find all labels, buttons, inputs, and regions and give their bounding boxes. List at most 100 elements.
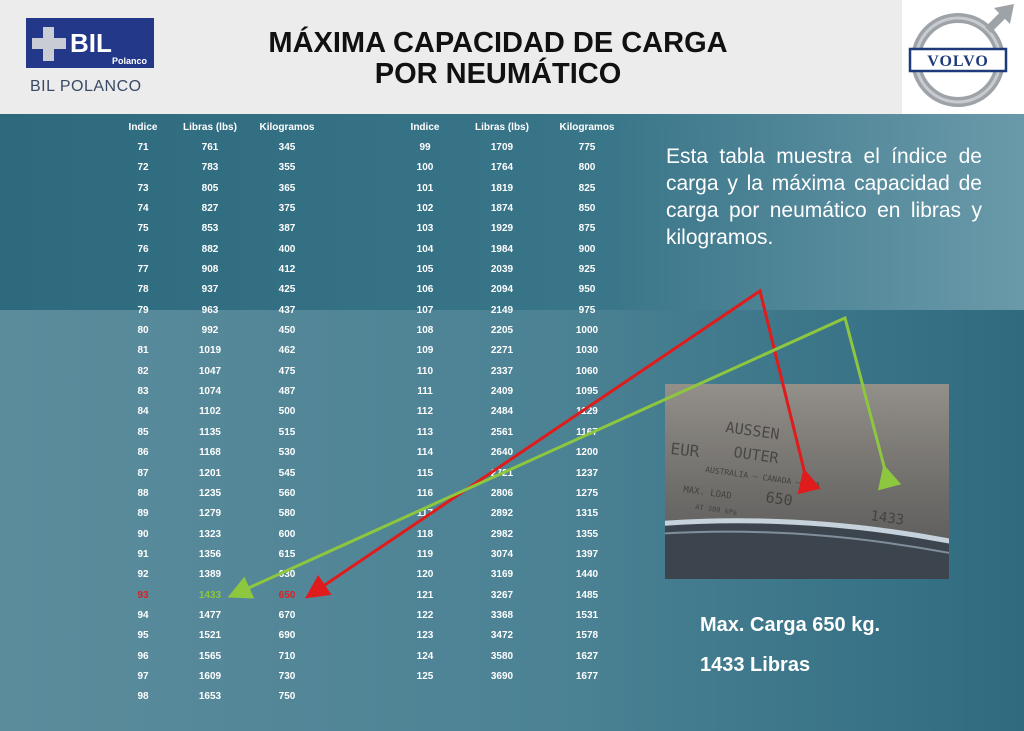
table-cell-index: 77 bbox=[137, 264, 149, 276]
table-cell-lbs: 1323 bbox=[198, 528, 222, 540]
right-header-index: Indice bbox=[410, 122, 440, 133]
table-cell-lbs: 3074 bbox=[490, 548, 514, 560]
table-cell-kg: 1531 bbox=[575, 609, 599, 621]
table-cell-kg: 670 bbox=[278, 609, 296, 621]
table-cell-index: 96 bbox=[137, 650, 149, 662]
table-cell-lbs: 1235 bbox=[198, 487, 222, 499]
table-cell-kg: 1095 bbox=[575, 386, 599, 398]
table-cell-index: 113 bbox=[416, 426, 434, 438]
table-cell-kg: 437 bbox=[278, 304, 296, 316]
left-header-lbs: Libras (lbs) bbox=[183, 122, 237, 133]
table-cell-index: 86 bbox=[137, 447, 149, 459]
table-cell-index: 102 bbox=[416, 203, 434, 215]
table-cell-index: 93 bbox=[137, 589, 149, 601]
table-cell-index: 112 bbox=[416, 406, 434, 418]
table-cell-lbs: 1521 bbox=[198, 630, 222, 642]
left-header-kg: Kilogramos bbox=[259, 122, 315, 133]
table-cell-kg: 1355 bbox=[575, 528, 599, 540]
table-cell-lbs: 1477 bbox=[198, 609, 222, 621]
table-cell-index: 107 bbox=[416, 304, 434, 316]
table-cell-index: 118 bbox=[416, 528, 434, 540]
table-cell-lbs: 1819 bbox=[490, 182, 514, 194]
bil-badge-icon: BIL Polanco bbox=[26, 18, 154, 68]
table-cell-index: 95 bbox=[137, 630, 149, 642]
right-header-lbs: Libras (lbs) bbox=[475, 122, 529, 133]
table-cell-index: 103 bbox=[416, 223, 434, 235]
table-cell-kg: 1275 bbox=[575, 487, 599, 499]
left-header-index: Indice bbox=[128, 122, 158, 133]
table-cell-index: 106 bbox=[416, 284, 434, 296]
table-cell-index: 73 bbox=[137, 182, 149, 194]
table-cell-index: 109 bbox=[416, 345, 434, 357]
left-column-index: Indice 71 72 73 74 75 76 77 78 79 80 81 82 83 84 85 86 87… bbox=[108, 120, 178, 708]
bil-company-name: BIL POLANCO bbox=[30, 78, 142, 95]
table-cell-lbs: 2039 bbox=[490, 264, 514, 276]
table-cell-kg: 530 bbox=[278, 447, 296, 459]
table-cell-index: 119 bbox=[416, 548, 434, 560]
table-cell-lbs: 1929 bbox=[490, 223, 514, 235]
table-cell-kg: 1485 bbox=[575, 589, 599, 601]
table-cell-lbs: 761 bbox=[201, 142, 219, 153]
table-cell-lbs: 783 bbox=[201, 162, 219, 174]
table-cell-kg: 450 bbox=[278, 325, 296, 337]
table-cell-index: 80 bbox=[137, 325, 149, 337]
table-cell-kg: 850 bbox=[578, 203, 596, 215]
table-cell-kg: 1129 bbox=[576, 406, 598, 418]
table-cell-lbs: 2094 bbox=[490, 284, 514, 296]
table-cell-lbs: 1609 bbox=[198, 670, 222, 682]
table-cell-lbs: 853 bbox=[201, 223, 219, 235]
table-cell-index: 71 bbox=[137, 142, 149, 153]
table-cell-kg: 387 bbox=[278, 223, 296, 235]
table-cell-index: 90 bbox=[137, 528, 149, 540]
table-cell-index: 114 bbox=[416, 447, 434, 459]
volvo-logo: VOLVO bbox=[902, 0, 1024, 114]
table-cell-kg: 475 bbox=[278, 365, 296, 377]
table-cell-kg: 825 bbox=[578, 182, 596, 194]
table-cell-kg: 775 bbox=[578, 142, 596, 153]
table-cell-lbs: 2271 bbox=[490, 345, 514, 357]
table-cell-index: 88 bbox=[137, 487, 149, 499]
table-cell-lbs: 3472 bbox=[490, 630, 514, 642]
table-cell-kg: 560 bbox=[278, 487, 296, 499]
table-cell-index: 74 bbox=[137, 203, 149, 215]
table-cell-kg: 750 bbox=[278, 691, 296, 703]
table-cell-index: 79 bbox=[137, 304, 149, 316]
tire-photo-image: EUR AUSSEN OUTER AUSTRALIA – CANADA – US… bbox=[665, 384, 949, 579]
table-cell-lbs: 992 bbox=[201, 325, 219, 337]
table-cell-kg: 900 bbox=[578, 243, 596, 255]
right-column-index: Indice 99 100 101 102 103 104 105 106 107 108 109 11… bbox=[390, 120, 460, 687]
table-cell-index: 89 bbox=[137, 508, 149, 520]
summary-max-load-lbs: 1433 Libras bbox=[700, 654, 811, 676]
table-cell-kg: 462 bbox=[278, 345, 296, 357]
table-cell-index: 75 bbox=[137, 223, 149, 235]
left-column-lbs: Libras (lbs) 761 783 805 827 853 882 908 937 963 9… bbox=[175, 120, 245, 708]
table-cell-index: 84 bbox=[137, 406, 149, 418]
table-cell-lbs: 3368 bbox=[490, 609, 514, 621]
table-cell-kg: 630 bbox=[278, 569, 296, 581]
table-cell-index: 72 bbox=[137, 162, 149, 174]
table-cell-lbs: 2337 bbox=[490, 365, 514, 377]
table-cell-index: 100 bbox=[416, 162, 434, 174]
table-cell-lbs: 937 bbox=[201, 284, 219, 296]
table-cell-index: 87 bbox=[137, 467, 149, 479]
table-cell-lbs: 2409 bbox=[490, 386, 514, 398]
table-cell-index: 115 bbox=[416, 467, 434, 479]
table-cell-kg: 600 bbox=[278, 528, 296, 540]
bil-badge-sub: Polanco bbox=[112, 56, 148, 66]
table-cell-lbs: 1389 bbox=[198, 569, 222, 581]
tire-sidewall-photo: EUR AUSSEN OUTER AUSTRALIA – CANADA – US… bbox=[665, 384, 949, 579]
table-cell-lbs: 1135 bbox=[199, 426, 221, 438]
table-cell-index: 97 bbox=[137, 670, 149, 682]
table-cell-lbs: 1653 bbox=[198, 691, 222, 703]
photo-text-eur: EUR bbox=[670, 439, 701, 461]
slide-header: BIL Polanco BIL POLANCO MÁXIMA CAPACIDAD… bbox=[0, 0, 1024, 114]
table-cell-lbs: 2806 bbox=[490, 487, 514, 499]
summary-max-load-kg: Max. Carga 650 kg. bbox=[700, 614, 881, 636]
table-cell-index: 83 bbox=[137, 386, 149, 398]
table-cell-index: 82 bbox=[137, 365, 149, 377]
table-cell-lbs: 3267 bbox=[490, 589, 514, 601]
table-cell-index: 121 bbox=[416, 589, 434, 601]
table-cell-lbs: 1047 bbox=[198, 365, 222, 377]
table-cell-kg: 545 bbox=[278, 467, 296, 479]
table-cell-lbs: 1565 bbox=[198, 650, 222, 662]
